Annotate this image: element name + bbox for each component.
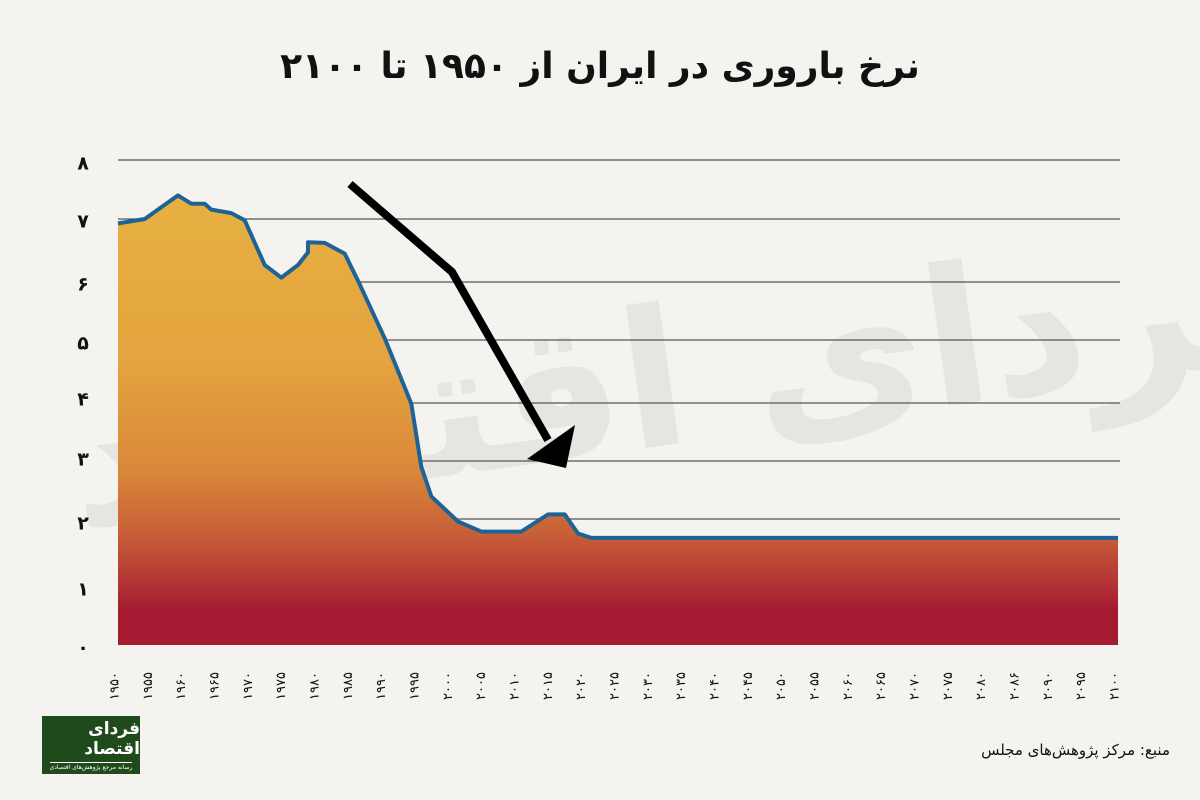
- x-tick-label: ۲۰۵۰: [774, 672, 789, 700]
- y-tick-label: ۶: [77, 274, 89, 296]
- x-tick-label: ۲۰۸۶: [1008, 672, 1023, 700]
- x-tick-label: ۱۹۸۰: [308, 672, 323, 700]
- x-axis-labels: ۱۹۵۰ ۱۹۵۵ ۱۹۶۰ ۱۹۶۵ ۱۹۷۰ ۱۹۷۵ ۱۹۸۰ ۱۹۸۵ ۱۹۹۰ ۱۹۹۵…: [108, 672, 1123, 700]
- x-tick-label: ۲۰۴۵: [741, 672, 756, 700]
- x-tick-label: ۱۹۸۵: [341, 672, 356, 700]
- x-tick-label: ۲۰۴۰: [708, 672, 723, 700]
- x-tick-label: ۲۰۶۵: [874, 672, 889, 700]
- y-tick-label: ۵: [77, 333, 89, 355]
- x-tick-label: ۱۹۹۰: [374, 672, 389, 700]
- x-tick-label: ۱۹۷۵: [274, 672, 289, 700]
- brand-logo: فردای اقتصاد رسانه مرجع پژوهش‌های اقتصاد…: [42, 716, 140, 774]
- x-tick-label: ۲۰۲۰: [574, 672, 589, 700]
- x-tick-label: ۲۰۳۵: [674, 672, 689, 700]
- x-tick-label: ۲۰۹۰: [1041, 672, 1056, 700]
- x-tick-label: ۲۰۰۵: [474, 672, 489, 700]
- x-tick-label: ۱۹۵۰: [108, 672, 123, 700]
- x-tick-label: ۲۰۸۰: [974, 672, 989, 700]
- x-tick-label: ۲۰۱۰: [508, 672, 523, 700]
- chart-title: نرخ باروری در ایران از ۱۹۵۰ تا ۲۱۰۰: [280, 46, 920, 87]
- y-tick-label: ۴: [77, 389, 89, 411]
- y-tick-label: ۸: [77, 153, 89, 175]
- x-tick-label: ۲۰۲۵: [608, 672, 623, 700]
- fertility-area: [118, 195, 1118, 645]
- logo-text: فردای اقتصاد: [84, 719, 140, 759]
- x-tick-label: ۲۰۱۵: [541, 672, 556, 700]
- y-tick-label: ۰: [77, 637, 89, 659]
- y-axis-labels: ۰ ۱ ۲ ۳ ۴ ۵ ۶ ۷ ۸: [77, 153, 89, 659]
- x-tick-label: ۲۰۵۵: [808, 672, 823, 700]
- x-tick-label: ۱۹۷۰: [241, 672, 256, 700]
- x-tick-label: ۱۹۶۵: [208, 672, 223, 700]
- x-tick-label: ۲۰۳۰: [641, 672, 656, 700]
- source-note: منبع: مرکز پژوهش‌های مجلس: [981, 741, 1170, 759]
- y-tick-label: ۲: [77, 513, 89, 535]
- trend-arrow: [347, 180, 575, 468]
- x-tick-label: ۲۱۰۰: [1108, 672, 1123, 700]
- x-tick-label: ۲۰۷۵: [941, 672, 956, 700]
- y-tick-label: ۱: [77, 579, 89, 601]
- x-tick-label: ۱۹۵۵: [141, 672, 156, 700]
- x-tick-label: ۲۰۷۰: [908, 672, 923, 700]
- x-tick-label: ۱۹۹۵: [408, 672, 423, 700]
- x-tick-label: ۲۰۶۰: [841, 672, 856, 700]
- y-tick-label: ۷: [77, 211, 89, 233]
- logo-subtext: رسانه مرجع پژوهش‌های اقتصادی: [49, 762, 133, 771]
- x-tick-label: ۲۰۰۰: [441, 672, 456, 700]
- y-tick-label: ۳: [77, 449, 89, 471]
- fertility-line: [117, 193, 1118, 540]
- x-tick-label: ۱۹۶۰: [174, 672, 189, 700]
- x-tick-label: ۲۰۹۵: [1074, 672, 1089, 700]
